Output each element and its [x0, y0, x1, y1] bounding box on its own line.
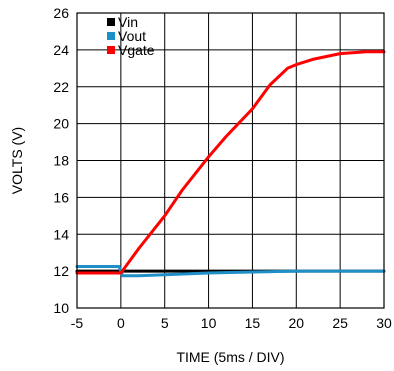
plot-frame	[76, 12, 385, 309]
tick-labels: -5 0 5 10 15 20 25 30 10 12 14 16 18 20 22 24 26	[53, 5, 392, 331]
x-axis-label: TIME (5ms / DIV)	[176, 349, 284, 365]
y-tick-label: 14	[53, 226, 69, 242]
y-tick-label: 20	[53, 116, 69, 132]
x-tick-label: -5	[71, 315, 84, 331]
x-tick-label: 0	[117, 315, 125, 331]
y-tick-label: 24	[53, 42, 69, 58]
y-tick-label: 10	[53, 300, 69, 316]
x-tick-label: 30	[376, 315, 392, 331]
x-tick-label: 15	[245, 315, 261, 331]
legend-label-vout: Vout	[118, 28, 146, 44]
y-tick-label: 12	[53, 263, 69, 279]
series-line-vgate	[75, 50, 386, 275]
legend-label-vin: Vin	[118, 14, 138, 30]
legend-label-vgate: Vgate	[118, 42, 155, 58]
legend-swatch-vin	[107, 18, 115, 26]
x-tick-label: 5	[161, 315, 169, 331]
y-tick-label: 26	[53, 5, 69, 21]
legend-swatch-vgate	[107, 46, 115, 54]
series-lines	[75, 50, 386, 278]
y-axis-label: VOLTS (V)	[9, 127, 25, 194]
legend-swatch-vout	[107, 32, 115, 40]
x-tick-label: 20	[288, 315, 304, 331]
x-tick-label: 10	[201, 315, 217, 331]
x-tick-label: 25	[332, 315, 348, 331]
y-tick-label: 16	[53, 189, 69, 205]
y-tick-label: 18	[53, 153, 69, 169]
y-tick-label: 22	[53, 79, 69, 95]
